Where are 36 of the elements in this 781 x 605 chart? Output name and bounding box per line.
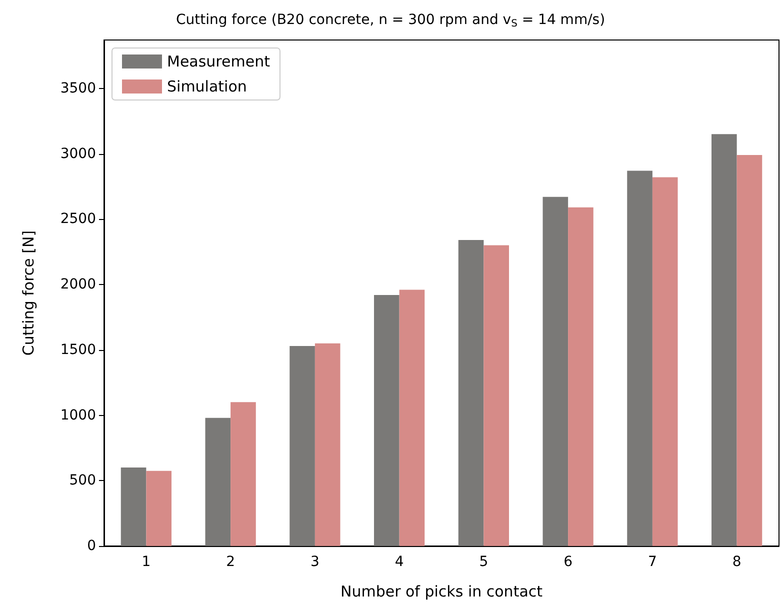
x-tick-label: 4 xyxy=(394,554,404,570)
x-tick-label: 2 xyxy=(226,554,236,570)
x-tick-label: 3 xyxy=(310,554,320,570)
bar xyxy=(652,177,678,546)
legend-label: Measurement xyxy=(167,52,270,70)
y-tick-label: 3500 xyxy=(60,80,96,96)
y-axis-title: Cutting force [N] xyxy=(20,230,38,356)
y-tick-label: 3000 xyxy=(60,146,96,162)
x-tick-label: 1 xyxy=(142,554,151,570)
bar xyxy=(484,245,509,546)
bar xyxy=(627,170,652,546)
bar xyxy=(374,294,400,546)
bar xyxy=(568,207,594,546)
x-tick-label: 5 xyxy=(479,554,488,570)
x-tick-label: 7 xyxy=(648,554,657,570)
bar xyxy=(146,470,172,546)
bar xyxy=(712,134,737,546)
y-tick-label: 1500 xyxy=(60,342,96,358)
x-tick-label: 8 xyxy=(732,554,742,570)
y-tick-label: 0 xyxy=(87,538,96,554)
bar xyxy=(120,468,146,546)
legend-label: Simulation xyxy=(167,78,247,96)
y-tick-label: 2500 xyxy=(60,211,96,228)
x-tick-label: 6 xyxy=(564,554,573,570)
bar xyxy=(542,196,568,546)
y-tick-label: 2000 xyxy=(60,276,96,292)
bar xyxy=(290,346,315,546)
bar xyxy=(736,155,762,546)
bar xyxy=(205,418,231,546)
bar xyxy=(230,402,256,546)
y-tick-label: 500 xyxy=(69,472,96,489)
bar xyxy=(458,240,484,546)
y-tick-label: 1000 xyxy=(60,407,96,424)
bar xyxy=(399,290,425,546)
bar xyxy=(314,343,340,546)
x-axis-title: Number of picks in contact xyxy=(340,582,543,600)
